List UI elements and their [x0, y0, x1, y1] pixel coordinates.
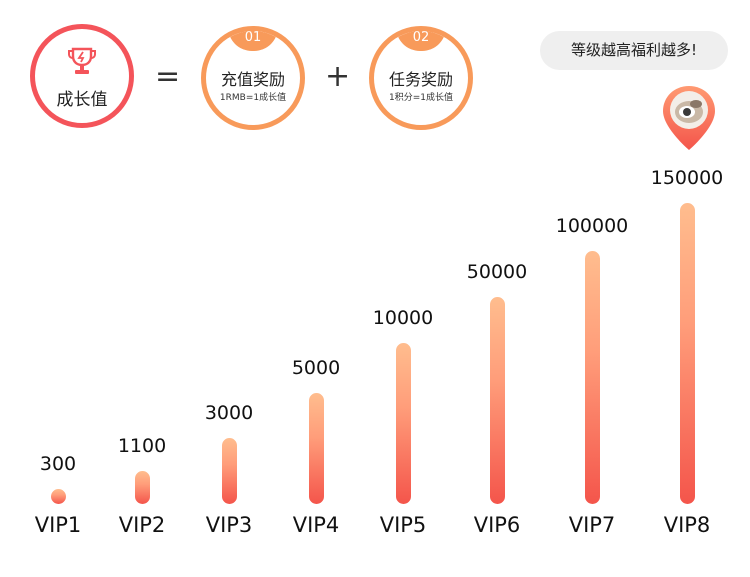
level-bar-vip3 [222, 438, 237, 504]
reward-subtitle: 1积分=1成长值 [389, 93, 453, 103]
level-bar-vip6 [490, 297, 505, 504]
task-reward-circle: 02 任务奖励 1积分=1成长值 [369, 26, 473, 130]
level-bar-vip5 [396, 343, 411, 504]
level-bar-vip2 [135, 471, 150, 504]
reward-title: 充值奖励 [220, 70, 285, 89]
vip-level-label: VIP8 [663, 513, 711, 537]
level-threshold-value: 5000 [291, 357, 341, 379]
recharge-reward-circle: 01 充值奖励 1RMB=1成长值 [201, 26, 305, 130]
level-threshold-value: 3000 [204, 402, 254, 424]
reward-number-badge: 02 [396, 31, 446, 51]
level-threshold-value: 100000 [555, 215, 629, 237]
vip-level-label: VIP2 [118, 513, 166, 537]
level-threshold-value: 150000 [650, 167, 724, 189]
vip-level-label: VIP5 [379, 513, 427, 537]
vip-level-label: VIP6 [473, 513, 521, 537]
level-bar-vip1 [51, 489, 66, 504]
trophy-icon [68, 47, 96, 74]
level-threshold-value: 10000 [372, 307, 434, 329]
location-pin-avatar-icon [663, 86, 715, 150]
reward-subtitle: 1RMB=1成长值 [219, 93, 287, 103]
vip-level-label: VIP1 [34, 513, 82, 537]
tip-bubble: 等级越高福利越多! [540, 31, 728, 70]
level-bar-vip4 [309, 393, 324, 504]
plus-sign: + [325, 59, 351, 94]
level-bar-vip8 [680, 203, 695, 504]
level-bar-vip7 [585, 251, 600, 504]
level-threshold-value: 50000 [466, 261, 528, 283]
reward-title: 任务奖励 [388, 70, 453, 89]
level-threshold-value: 1100 [117, 435, 167, 457]
equals-sign: = [155, 59, 181, 94]
vip-level-label: VIP3 [205, 513, 253, 537]
reward-number-badge: 01 [228, 31, 278, 51]
growth-value-circle: 成长值 [30, 24, 134, 128]
vip-level-label: VIP4 [292, 513, 340, 537]
level-threshold-value: 300 [39, 453, 77, 475]
growth-value-label: 成长值 [56, 90, 108, 110]
vip-level-label: VIP7 [568, 513, 616, 537]
